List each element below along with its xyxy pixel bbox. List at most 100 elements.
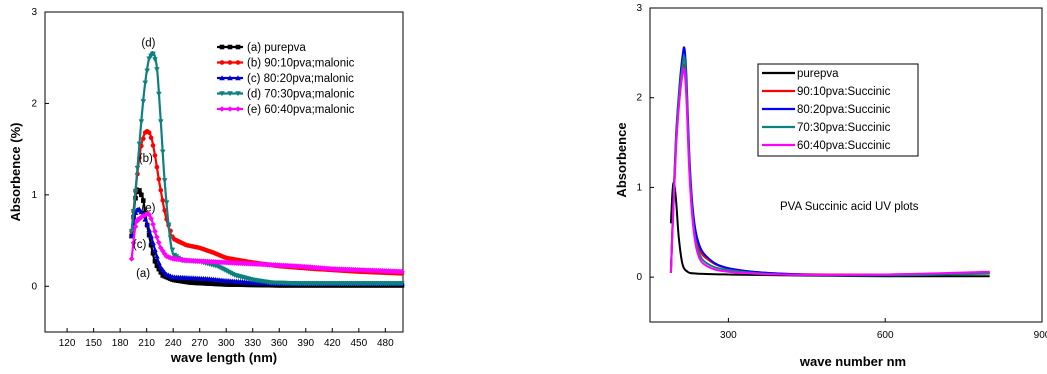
chart1-data-point — [152, 153, 158, 158]
chart1-data-point — [158, 270, 164, 275]
chart1-data-point — [154, 234, 160, 240]
chart1-data-point — [156, 239, 162, 246]
chart1-data-point — [130, 239, 137, 246]
chart1-data-point — [142, 80, 149, 86]
chart1-legend-label: (a) purepva — [247, 42, 306, 54]
chart1-data-point — [139, 192, 144, 198]
chart1-data-point — [154, 263, 160, 269]
chart1-x-tick-label: 270 — [191, 338, 208, 349]
chart2-legend-label: 90:10pva:Succinic — [797, 86, 891, 98]
chart1-data-point — [138, 119, 145, 125]
chart1-data-point — [144, 68, 150, 74]
chart1-data-point — [132, 223, 139, 230]
chart2-series-line-5 — [669, 67, 990, 276]
chart2-legend-label: 60:40pva:Succinic — [797, 140, 891, 152]
chart1-legend-marker — [219, 75, 225, 81]
chart1-legend-marker — [235, 106, 241, 112]
chart1-data-point — [134, 165, 141, 171]
chart1-legend-marker — [227, 60, 233, 65]
chart1-data-point — [162, 208, 167, 213]
chart1-legend-marker — [219, 44, 225, 50]
chart2-x-tick-label: 900 — [1034, 330, 1047, 341]
chart1-x-tick-label: 450 — [350, 338, 367, 349]
chart1-data-point — [156, 259, 162, 265]
chart1-y-tick-label: 0 — [31, 281, 37, 292]
chart1-data-point — [156, 91, 162, 97]
chart1-data-point — [150, 240, 156, 246]
succinic-absorbance-chart: 300 600 900 0 1 2 3 purepva 90:10pva:Succinic 80… — [614, 3, 1047, 369]
chart1-data-point — [150, 143, 156, 148]
chart1-data-point — [161, 178, 168, 184]
chart1-data-point — [146, 56, 152, 62]
chart1-legend-marker — [235, 44, 241, 50]
chart1-data-point — [140, 213, 147, 219]
chart1-legend-marker — [235, 75, 241, 81]
chart1-curve-annotation: (d) — [141, 38, 155, 50]
chart1-legend-marker — [227, 44, 233, 50]
chart2-y-tick-label: 1 — [636, 182, 642, 193]
chart1-y-tick-label: 2 — [31, 98, 37, 109]
chart1-data-point — [399, 281, 405, 287]
chart1-data-point — [140, 99, 147, 105]
chart1-x-tick-label: 480 — [377, 338, 394, 349]
chart1-data-point — [146, 232, 152, 238]
chart1-plot-frame — [44, 11, 404, 333]
chart1-data-point — [130, 209, 137, 215]
chart1-data-point — [148, 242, 154, 248]
chart1-legend-label: (e) 60:40pva;malonic — [247, 104, 355, 116]
chart2-y-axis-label: Absorbence — [614, 122, 629, 197]
chart2-plot-frame — [649, 7, 1043, 323]
chart1-data-point — [134, 218, 141, 224]
chart1-data-point — [146, 130, 152, 135]
malonic-absorbance-chart: 120 150 180 210 240 270 300 330 360 390 420 450 480 0… — [8, 7, 405, 365]
chart1-data-point — [136, 141, 143, 147]
chart2-legend-label: purepva — [797, 68, 839, 80]
chart2-y-tick-label: 0 — [636, 272, 642, 283]
chart2-y-tick-label: 2 — [636, 93, 642, 104]
chart1-y-tick-label: 1 — [31, 190, 37, 201]
chart1-data-point — [158, 187, 164, 193]
chart1-x-tick-label: 300 — [218, 338, 235, 349]
chart1-data-point — [148, 233, 154, 239]
chart1-data-point — [399, 268, 405, 275]
chart1-data-point — [146, 227, 152, 233]
chart1-legend-marker — [235, 60, 241, 65]
chart1-curve-annotation: (b) — [139, 153, 153, 165]
chart2-x-axis-label: wave number nm — [799, 354, 906, 369]
chart2-caption-annotation: PVA Succinic acid UV plots — [780, 201, 919, 213]
chart1-data-point — [138, 209, 145, 215]
chart1-legend-label: (d) 70:30pva;malonic — [247, 89, 355, 101]
chart1-data-point — [128, 256, 135, 262]
chart2-series-line-1 — [669, 181, 990, 278]
chart1-legend-marker — [227, 91, 233, 97]
chart1-y-axis-label: Absorbence (%) — [8, 123, 23, 222]
chart1-data-point — [152, 57, 158, 63]
chart1-data-point — [148, 215, 154, 222]
chart1-data-point — [150, 51, 156, 57]
chart1-legend-label: (b) 90:10pva;malonic — [247, 58, 355, 70]
chart1-data-point — [167, 235, 174, 241]
chart1-data-point — [148, 135, 154, 141]
chart1-data-point — [160, 198, 166, 203]
chart1-data-point — [152, 228, 158, 235]
chart1-data-point — [157, 119, 164, 125]
chart1-data-point — [165, 222, 172, 228]
chart2-y-tick-label: 3 — [636, 3, 642, 14]
chart1-data-point — [140, 136, 146, 141]
chart1-data-point — [161, 251, 168, 257]
chart1-legend-marker — [227, 75, 233, 81]
chart1-data-point — [140, 198, 146, 203]
chart1-data-point — [159, 149, 166, 155]
chart1-x-tick-label: 210 — [138, 338, 155, 349]
chart1-data-point — [144, 221, 150, 227]
chart1-data-point — [156, 176, 162, 182]
chart1-data-point — [154, 67, 160, 73]
chart1-x-axis-label: wave length (nm) — [170, 350, 277, 365]
chart1-data-point — [142, 216, 149, 222]
chart1-legend-marker — [219, 60, 225, 65]
chart1-x-tick-label: 390 — [297, 338, 314, 349]
chart1-x-tick-label: 180 — [112, 338, 129, 349]
chart1-data-point — [150, 250, 156, 256]
chart1-curve-annotation: (e) — [141, 202, 155, 214]
